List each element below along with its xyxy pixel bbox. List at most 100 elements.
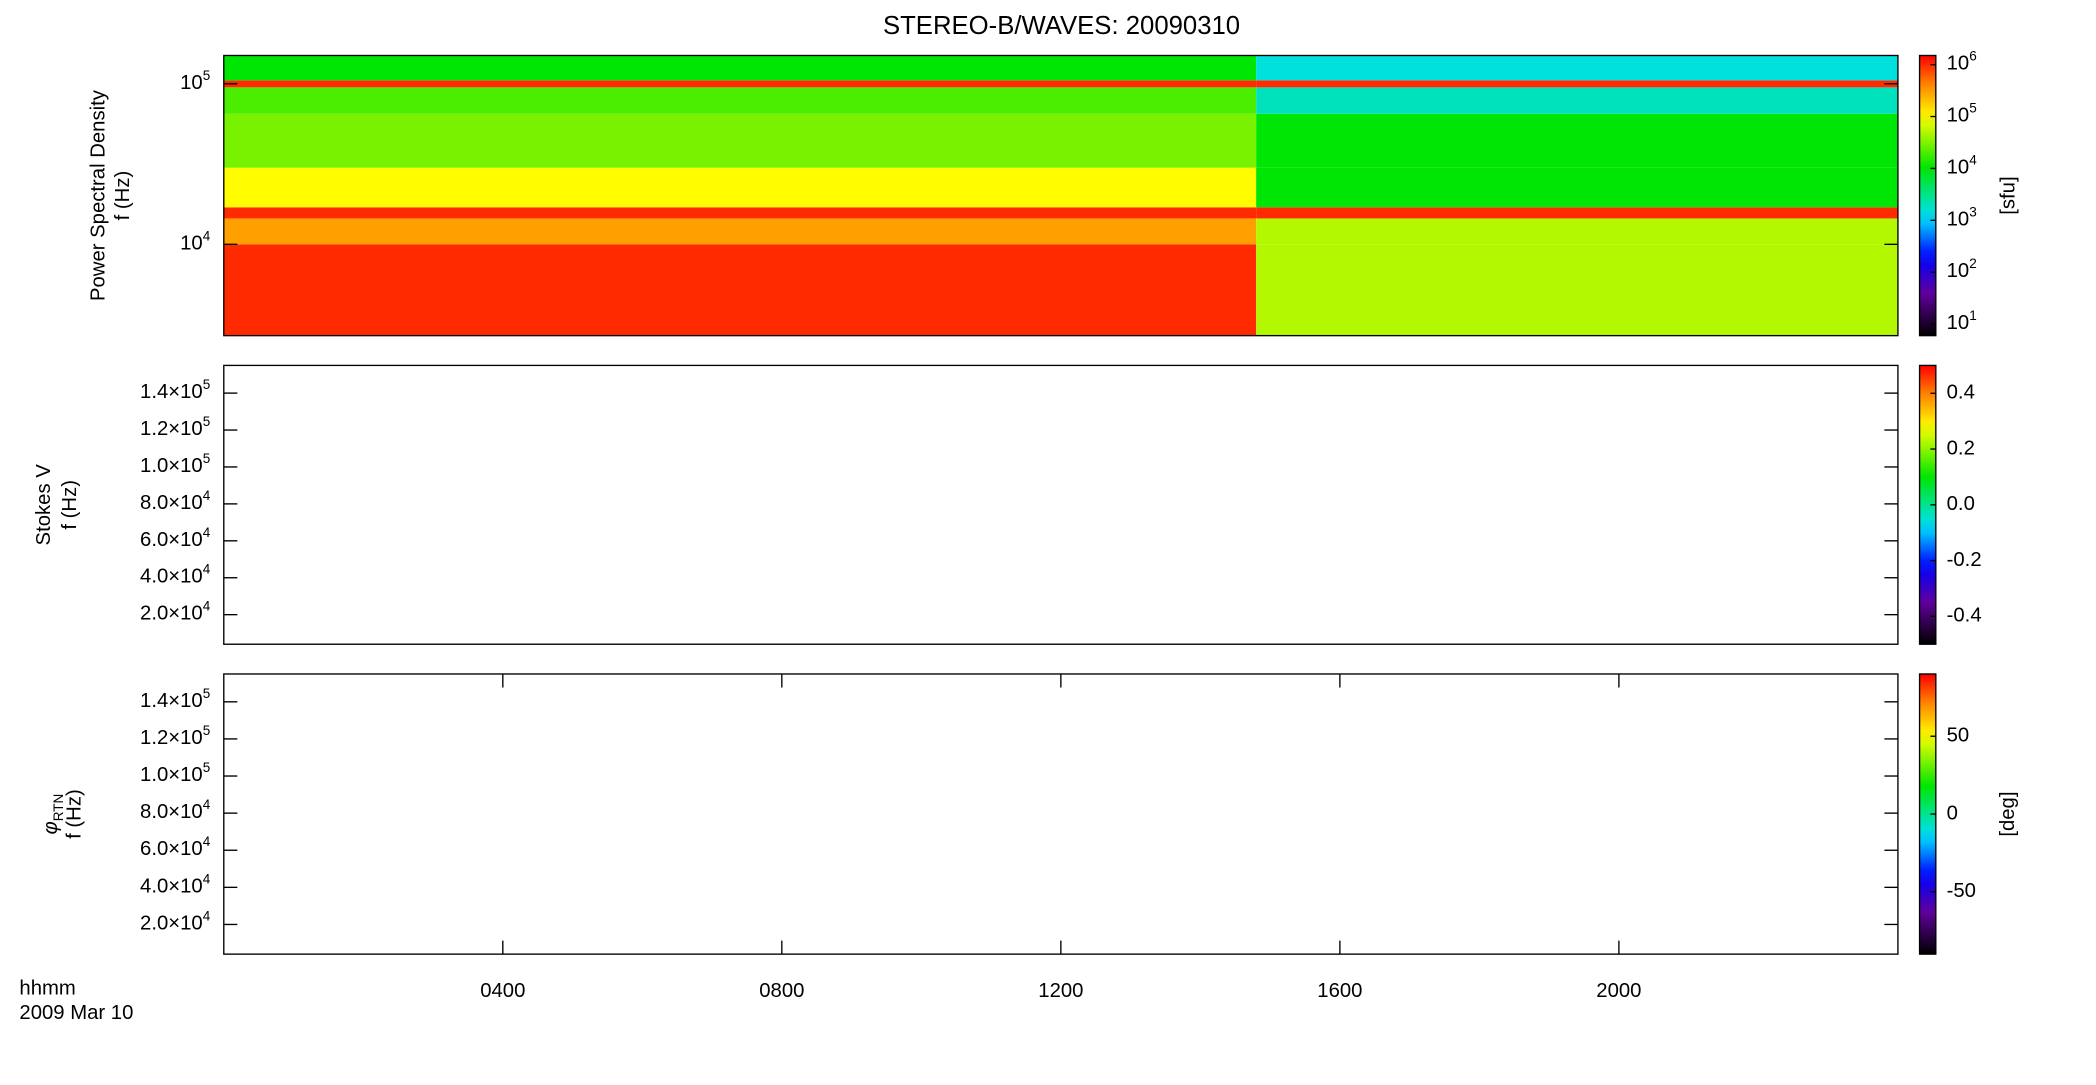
colorbar-tick-label-base: 10 bbox=[1947, 105, 1970, 127]
y-axis-label: Power Spectral Density bbox=[88, 89, 110, 301]
colorbar-tick-label: 104 bbox=[1947, 153, 1978, 179]
colorbar-tick-label-base: 0.0 bbox=[1947, 493, 1975, 515]
y-tick-label: 1.4×105 bbox=[140, 377, 210, 403]
y-tick-label: 8.0×104 bbox=[140, 797, 211, 823]
y-tick-label-exp: 4 bbox=[203, 599, 211, 614]
y-tick-label-exp: 5 bbox=[203, 451, 211, 466]
spectrogram-cell bbox=[223, 207, 1257, 219]
y-tick-label-exp: 4 bbox=[203, 228, 211, 243]
colorbar-tick-label: 105 bbox=[1947, 101, 1977, 127]
colorbar-tick-label: 0.0 bbox=[1947, 493, 1975, 515]
x-tick-label-base: 0800 bbox=[759, 980, 804, 1002]
y-tick-label-base: 1.0×10 bbox=[140, 764, 203, 786]
y-tick-label: 2.0×104 bbox=[140, 599, 211, 625]
y-axis-label-2: f (Hz) bbox=[59, 480, 81, 530]
y-tick-label-base: 1.4×10 bbox=[140, 690, 203, 712]
y-tick-label: 1.2×105 bbox=[140, 723, 210, 749]
colorbar-tick-label: 0.2 bbox=[1947, 437, 1975, 459]
y-tick-label: 6.0×104 bbox=[140, 834, 211, 860]
plot-frame bbox=[223, 364, 1899, 645]
spectrogram-cell bbox=[1256, 80, 1898, 88]
spectrogram-cell bbox=[223, 167, 1257, 208]
plot-frame bbox=[223, 673, 1899, 955]
colorbar-tick-label: 0 bbox=[1947, 802, 1958, 824]
x-axis-label: hhmm bbox=[19, 978, 75, 1000]
y-tick-label-base: 2.0×10 bbox=[140, 603, 203, 625]
y-tick-label-base: 8.0×10 bbox=[140, 492, 203, 514]
spectrogram-cell bbox=[223, 218, 1257, 245]
colorbar bbox=[1918, 54, 1937, 337]
y-tick-label-base: 1.0×10 bbox=[140, 455, 203, 477]
spectrogram-cell bbox=[1256, 113, 1898, 168]
y-tick-label-exp: 4 bbox=[203, 871, 211, 886]
y-axis-label-main: Stokes V bbox=[34, 464, 56, 546]
y-tick-label: 105 bbox=[180, 68, 210, 94]
spectrogram-cell bbox=[223, 244, 1257, 336]
y-tick-label: 104 bbox=[180, 228, 211, 254]
y-tick-label-base: 4.0×10 bbox=[140, 876, 203, 898]
x-tick-label: 0800 bbox=[759, 980, 804, 1002]
y-tick-label: 4.0×104 bbox=[140, 871, 211, 897]
y-axis-label-2: f (Hz) bbox=[112, 171, 134, 221]
x-tick-label-base: 1600 bbox=[1317, 980, 1362, 1002]
colorbar-tick-label-exp: 3 bbox=[1969, 204, 1977, 219]
y-tick-label-base: 10 bbox=[180, 233, 203, 255]
chart-title: STEREO-B/WAVES: 20090310 bbox=[883, 12, 1240, 40]
y-tick-label-exp: 5 bbox=[203, 760, 211, 775]
colorbar-tick-label-base: 10 bbox=[1947, 261, 1970, 283]
colorbar-tick-label: 102 bbox=[1947, 256, 1977, 282]
y-tick-label-base: 1.4×10 bbox=[140, 381, 203, 403]
y-tick-label-exp: 4 bbox=[203, 525, 211, 540]
colorbar-label: [deg] bbox=[1997, 791, 2019, 836]
colorbar-tick-label-base: 10 bbox=[1947, 157, 1970, 179]
colorbar-tick-label-exp: 1 bbox=[1969, 308, 1977, 323]
y-tick-label-base: 2.0×10 bbox=[140, 913, 203, 935]
y-tick-label-exp: 5 bbox=[203, 68, 211, 83]
spectrogram-cell bbox=[1256, 244, 1898, 336]
y-axis-label-main: Power Spectral Density bbox=[88, 89, 110, 301]
y-tick-label-base: 1.2×10 bbox=[140, 727, 203, 749]
spectrogram-cell bbox=[1256, 55, 1898, 81]
colorbar-tick-label: 50 bbox=[1947, 725, 1970, 747]
y-tick-label-base: 8.0×10 bbox=[140, 801, 203, 823]
colorbar-tick-label-exp: 5 bbox=[1969, 101, 1977, 116]
y-axis-label: Stokes V bbox=[34, 464, 56, 546]
x-tick-label: 1600 bbox=[1317, 980, 1362, 1002]
colorbar-tick-label: 101 bbox=[1947, 308, 1977, 334]
colorbar-tick-label-exp: 4 bbox=[1969, 153, 1977, 168]
spectrogram-cell bbox=[1256, 167, 1898, 208]
colorbar-tick-label-exp: 2 bbox=[1969, 256, 1977, 271]
colorbar-tick-label: -0.2 bbox=[1947, 549, 1982, 571]
y-tick-label-exp: 5 bbox=[203, 723, 211, 738]
y-tick-label-base: 4.0×10 bbox=[140, 566, 203, 588]
colorbar-tick-label: 103 bbox=[1947, 204, 1977, 230]
y-tick-label-exp: 4 bbox=[203, 909, 211, 924]
y-tick-label-base: 6.0×10 bbox=[140, 529, 203, 551]
x-tick-label: 0400 bbox=[480, 980, 525, 1002]
colorbar-tick-label: 106 bbox=[1947, 49, 1977, 75]
y-tick-label-exp: 5 bbox=[203, 686, 211, 701]
colorbar-tick-label-base: 10 bbox=[1947, 312, 1970, 334]
y-tick-label: 1.0×105 bbox=[140, 451, 210, 477]
y-axis-label: φRTN bbox=[40, 794, 66, 835]
spectrogram-cell bbox=[223, 87, 1257, 114]
colorbar-tick-label: -0.4 bbox=[1947, 605, 1982, 627]
y-tick-label-exp: 5 bbox=[203, 414, 211, 429]
y-tick-label: 4.0×104 bbox=[140, 562, 211, 588]
y-axis-label-2: f (Hz) bbox=[63, 789, 85, 839]
colorbar-tick-label-base: 10 bbox=[1947, 209, 1970, 231]
colorbar-tick-label: 0.4 bbox=[1947, 382, 1975, 404]
y-tick-label: 2.0×104 bbox=[140, 909, 211, 935]
x-tick-label-base: 1200 bbox=[1038, 980, 1083, 1002]
spectrogram-cell bbox=[223, 113, 1257, 168]
y-tick-label-exp: 4 bbox=[203, 797, 211, 812]
x-tick-label-base: 2000 bbox=[1596, 980, 1641, 1002]
spectrogram-cell bbox=[1256, 207, 1898, 219]
spectrogram-cell bbox=[1256, 87, 1898, 114]
x-tick-label: 1200 bbox=[1038, 980, 1083, 1002]
spectrogram-cell bbox=[1256, 218, 1898, 245]
y-tick-label: 6.0×104 bbox=[140, 525, 211, 551]
y-tick-label: 1.0×105 bbox=[140, 760, 210, 786]
